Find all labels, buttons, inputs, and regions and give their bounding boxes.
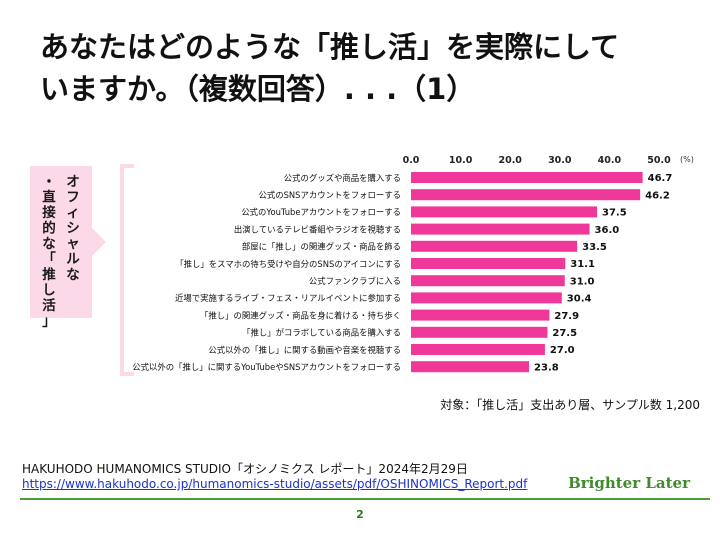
slide-title-line1: あなたはどのような「推し活」を実際にして	[40, 30, 620, 64]
value-label: 46.2	[645, 190, 670, 201]
value-label: 37.5	[602, 208, 627, 219]
category-label: 「推し」をスマホの待ち受けや自分のSNSのアイコンにする	[175, 259, 401, 269]
x-axis-ticks: 0.0 10.0 20.0 30.0 40.0 50.0	[403, 155, 672, 166]
bar	[411, 344, 545, 355]
bar	[411, 309, 550, 321]
value-label: 36.0	[595, 225, 620, 236]
value-label: 27.5	[552, 328, 577, 339]
bar	[411, 240, 578, 252]
bars: 公式のグッズや商品を購入する 46.7 公式のSNSアカウントをフォローする 46.2…	[132, 172, 672, 373]
x-tick-label: 50.0	[647, 155, 671, 166]
group-label-char: 直	[42, 189, 56, 206]
value-label: 27.0	[550, 345, 575, 356]
category-label: 公式以外の「推し」に関する動画や音楽を視聴する	[208, 345, 401, 355]
value-label: 23.8	[534, 362, 559, 373]
footer-divider	[20, 498, 710, 500]
x-tick-label: 20.0	[498, 155, 522, 166]
category-label: 公式のグッズや商品を購入する	[284, 173, 401, 183]
x-tick-label: 40.0	[598, 155, 622, 166]
category-label: 「推し」の関連グッズ・商品を身に着ける・持ち歩く	[200, 310, 401, 320]
group-label-char: な	[42, 236, 56, 252]
source-link[interactable]: https://www.hakuhodo.co.jp/humanomics-st…	[22, 477, 528, 491]
category-label: 公式のYouTubeアカウントをフォローする	[241, 207, 401, 217]
value-label: 31.0	[570, 276, 595, 287]
sample-note: 対象：「推し活」支出あり層、サンプル数 1,200	[440, 398, 700, 412]
category-label: 公式以外の「推し」に関するYouTubeやSNSアカウントをフォローする	[132, 362, 401, 372]
value-label: 46.7	[648, 173, 673, 184]
group-label-char: ・	[42, 174, 56, 190]
value-label: 31.1	[570, 259, 595, 270]
value-label: 30.4	[567, 294, 592, 305]
bar	[411, 172, 643, 183]
group-label-arrow	[92, 228, 106, 256]
group-label-char: 推	[42, 266, 56, 283]
category-label: 公式ファンクラブに入る	[309, 276, 401, 286]
bar	[411, 189, 641, 201]
group-label-char: し	[42, 283, 56, 299]
category-label: 「推し」がコラボしている商品を購入する	[242, 328, 401, 338]
source-text: HAKUHODO HUMANOMICS STUDIO「オシノミクス レポート」2…	[22, 462, 468, 476]
category-label: 近場で実施するライブ・フェス・リアルイベントに参加する	[175, 293, 401, 303]
group-label-char: ル	[66, 252, 80, 268]
bar	[411, 361, 530, 373]
group-label-char: フ	[66, 190, 80, 206]
bar	[411, 206, 597, 218]
category-label: 部屋に「推し」の関連グッズ・商品を飾る	[242, 242, 401, 252]
bar	[411, 223, 590, 235]
brand-logo: Brighter Later	[568, 474, 690, 492]
bar	[411, 292, 562, 304]
group-label-char: 「	[42, 251, 56, 268]
group-label-char: 接	[42, 204, 56, 221]
bar	[411, 326, 548, 338]
category-label: 公式のSNSアカウントをフォローする	[258, 190, 401, 200]
x-tick-label: 0.0	[403, 155, 420, 166]
page-number: 2	[356, 508, 364, 521]
group-label-char: オ	[66, 174, 80, 190]
group-label-char: ィ	[66, 205, 80, 221]
group-label-char: ャ	[66, 236, 80, 252]
value-label: 33.5	[582, 242, 607, 253]
group-label-char: 的	[42, 220, 56, 237]
group-label-char: 活	[42, 297, 56, 314]
value-label: 27.9	[554, 311, 579, 322]
bar	[411, 258, 566, 269]
slide-title-line2: いますか。（複数回答）. . .（1）	[40, 72, 476, 106]
group-label-char: な	[66, 267, 80, 283]
x-tick-label: 10.0	[449, 155, 473, 166]
group-label-box	[30, 166, 92, 318]
slide-title: あなたはどのような「推し活」を実際にして いますか。（複数回答）. . .（1）	[40, 26, 700, 110]
category-label: 出演しているテレビ番組やラジオを視聴する	[234, 224, 401, 234]
group-bracket	[120, 164, 134, 376]
unit-label: (%)	[680, 155, 694, 164]
x-tick-label: 30.0	[548, 155, 572, 166]
group-label-char: シ	[66, 221, 80, 237]
bar	[411, 275, 565, 287]
group-label-char: 」	[42, 314, 56, 330]
